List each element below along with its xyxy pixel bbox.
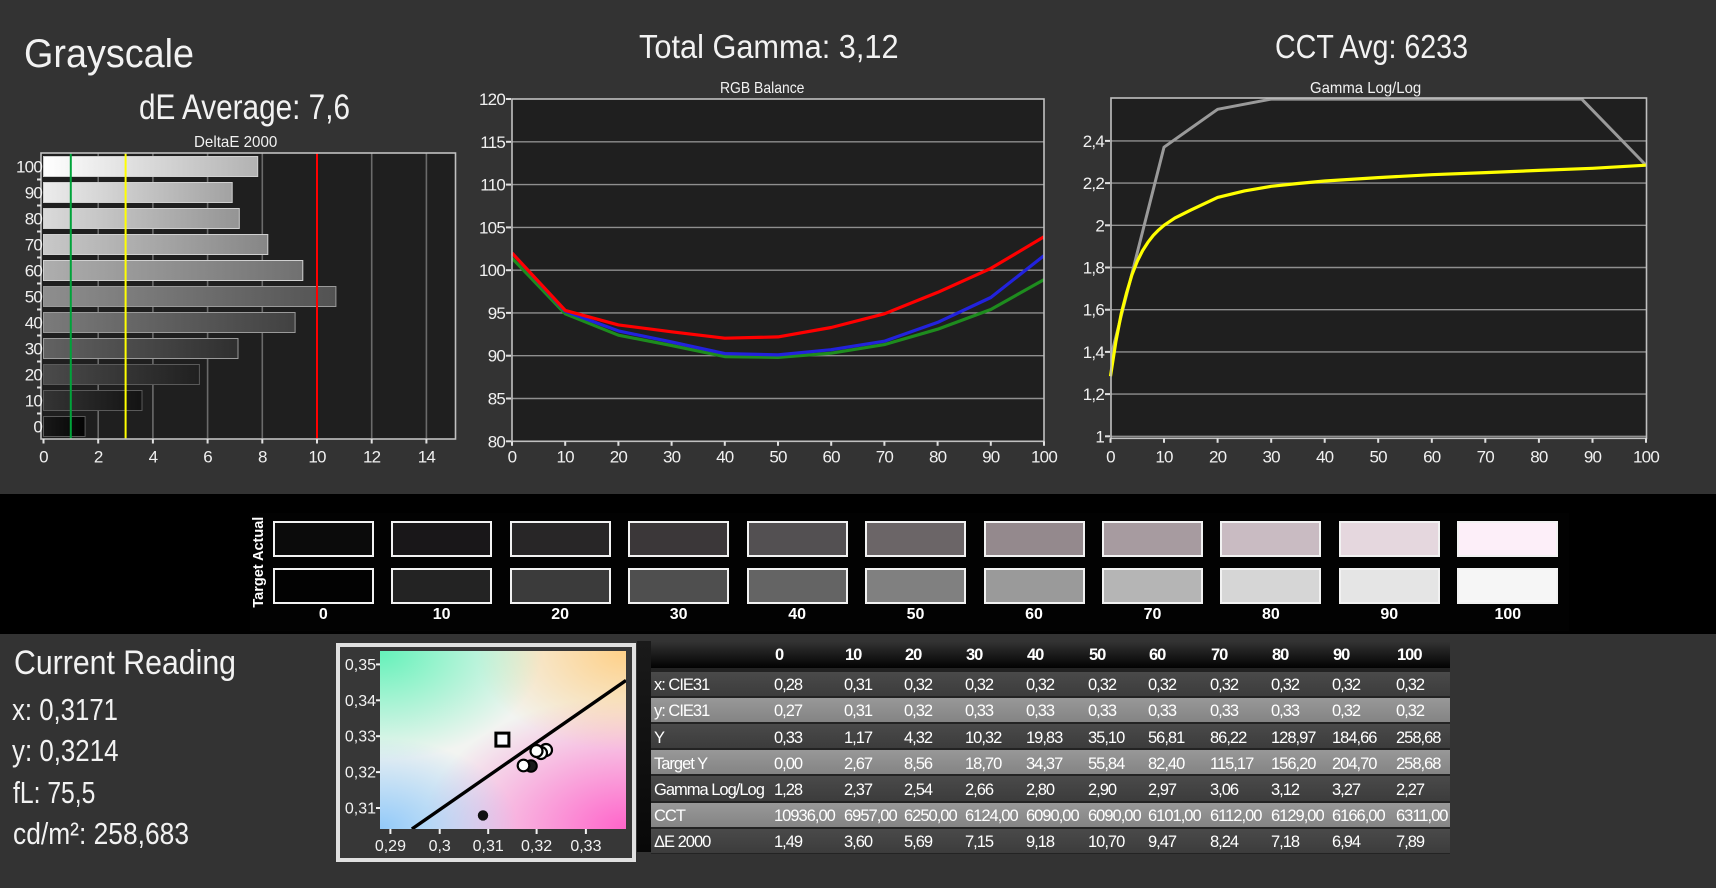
svg-text:50: 50 (1370, 447, 1388, 466)
svg-text:70: 70 (876, 447, 894, 466)
svg-text:2,4: 2,4 (1083, 132, 1105, 151)
svg-text:80: 80 (1530, 447, 1548, 466)
svg-text:1,6: 1,6 (1083, 301, 1105, 320)
svg-text:1: 1 (1095, 427, 1104, 446)
svg-text:105: 105 (479, 218, 505, 237)
svg-text:20: 20 (1209, 447, 1227, 466)
svg-text:30: 30 (25, 340, 43, 359)
svg-text:10: 10 (1155, 447, 1173, 466)
svg-text:90: 90 (25, 184, 43, 203)
svg-text:100: 100 (1633, 447, 1659, 466)
svg-text:80: 80 (488, 432, 506, 451)
svg-text:85: 85 (488, 390, 506, 409)
svg-text:8: 8 (258, 447, 267, 466)
svg-text:110: 110 (480, 176, 505, 195)
svg-text:40: 40 (25, 314, 43, 333)
svg-text:70: 70 (25, 236, 43, 255)
svg-text:100: 100 (479, 261, 505, 280)
svg-text:90: 90 (982, 447, 1000, 466)
svg-text:115: 115 (480, 133, 505, 152)
svg-text:2,2: 2,2 (1083, 174, 1105, 193)
svg-text:10: 10 (25, 392, 43, 411)
svg-text:70: 70 (1477, 447, 1495, 466)
svg-text:40: 40 (1316, 447, 1334, 466)
svg-text:90: 90 (1584, 447, 1602, 466)
svg-text:1,8: 1,8 (1083, 259, 1105, 278)
svg-text:90: 90 (488, 347, 506, 366)
svg-text:6: 6 (203, 447, 212, 466)
svg-text:120: 120 (479, 90, 505, 109)
svg-text:100: 100 (16, 158, 42, 177)
svg-text:80: 80 (25, 210, 43, 229)
svg-text:0: 0 (33, 418, 42, 437)
svg-text:1,4: 1,4 (1083, 343, 1105, 362)
svg-text:4: 4 (149, 447, 158, 466)
svg-text:1,2: 1,2 (1083, 385, 1105, 404)
svg-text:10: 10 (308, 447, 326, 466)
svg-text:50: 50 (769, 447, 787, 466)
svg-text:14: 14 (418, 447, 436, 466)
svg-text:30: 30 (1263, 447, 1281, 466)
svg-text:20: 20 (25, 366, 43, 385)
svg-text:50: 50 (25, 288, 43, 307)
svg-text:0: 0 (1106, 447, 1115, 466)
svg-text:0: 0 (39, 447, 48, 466)
svg-text:2: 2 (1095, 216, 1104, 235)
svg-text:20: 20 (610, 447, 628, 466)
svg-text:80: 80 (929, 447, 947, 466)
svg-text:10: 10 (557, 447, 575, 466)
svg-text:40: 40 (716, 447, 734, 466)
svg-text:12: 12 (363, 447, 381, 466)
svg-text:60: 60 (1423, 447, 1441, 466)
svg-text:30: 30 (663, 447, 681, 466)
svg-text:100: 100 (1031, 447, 1057, 466)
svg-text:95: 95 (488, 304, 506, 323)
svg-text:2: 2 (94, 447, 103, 466)
svg-text:60: 60 (823, 447, 841, 466)
svg-text:0: 0 (508, 447, 517, 466)
svg-text:60: 60 (25, 262, 43, 281)
